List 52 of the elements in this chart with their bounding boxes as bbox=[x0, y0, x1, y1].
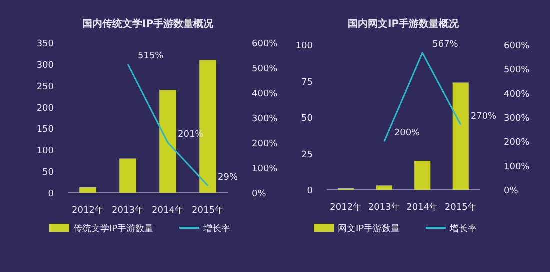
y2-tick-label: 100% bbox=[504, 162, 530, 172]
y2-tick-label: 200% bbox=[504, 138, 530, 148]
y2-tick-label: 500% bbox=[504, 66, 530, 76]
x-tick-label: 2012年 bbox=[330, 202, 362, 213]
legend-label: 增长率 bbox=[202, 224, 230, 234]
legend-label: 传统文学IP手游数量 bbox=[74, 224, 154, 234]
y-tick-label: 100 bbox=[36, 146, 54, 157]
x-tick-label: 2014年 bbox=[406, 202, 439, 213]
x-tick-label: 2015年 bbox=[192, 205, 224, 216]
y-tick-label: 350 bbox=[36, 40, 54, 50]
x-tick-label: 2015年 bbox=[444, 202, 477, 213]
chart-title: 国内网文IP手游数量概况 bbox=[348, 18, 460, 30]
chart-title: 国内传统文学IP手游数量概况 bbox=[82, 18, 215, 30]
y-tick-label: 25 bbox=[302, 150, 313, 160]
data-label: 515% bbox=[138, 51, 164, 62]
bar bbox=[80, 187, 96, 193]
bar bbox=[160, 90, 176, 193]
y2-tick-label: 300% bbox=[252, 114, 278, 124]
y2-tick-label: 400% bbox=[504, 90, 530, 100]
data-label: 567% bbox=[432, 40, 459, 50]
y-tick-label: 100 bbox=[296, 42, 314, 52]
y-tick-label: 0 bbox=[307, 186, 314, 196]
y2-tick-label: 0% bbox=[504, 186, 519, 196]
y-tick-label: 75 bbox=[302, 78, 313, 88]
data-label: 29% bbox=[218, 172, 238, 183]
y2-tick-label: 300% bbox=[504, 114, 530, 124]
y2-tick-label: 600% bbox=[504, 42, 530, 52]
y2-tick-label: 400% bbox=[252, 90, 278, 100]
y-tick-label: 50 bbox=[302, 114, 314, 124]
bar bbox=[452, 82, 469, 190]
x-tick-label: 2013年 bbox=[112, 205, 144, 216]
y-tick-label: 300 bbox=[36, 60, 54, 71]
y-tick-label: 200 bbox=[36, 104, 54, 114]
y2-tick-label: 500% bbox=[252, 64, 278, 74]
y-tick-label: 50 bbox=[42, 168, 54, 178]
y2-tick-label: 0% bbox=[252, 190, 267, 200]
legend-label: 增长率 bbox=[449, 224, 477, 234]
y2-tick-label: 600% bbox=[252, 40, 278, 50]
x-tick-label: 2012年 bbox=[72, 205, 104, 216]
y-tick-label: 150 bbox=[36, 125, 54, 136]
bar bbox=[414, 161, 431, 190]
data-label: 270% bbox=[470, 112, 498, 122]
y2-tick-label: 200% bbox=[252, 140, 278, 150]
x-tick-label: 2014年 bbox=[152, 205, 184, 216]
y-tick-label: 0 bbox=[48, 190, 54, 200]
bar bbox=[120, 158, 136, 193]
bar bbox=[376, 186, 392, 190]
data-label: 200% bbox=[394, 128, 421, 139]
legend-label: 网文IP手游数量 bbox=[338, 224, 400, 234]
x-tick-label: 2013年 bbox=[368, 202, 400, 213]
y2-tick-label: 100% bbox=[252, 164, 278, 174]
y-tick-label: 250 bbox=[36, 82, 54, 92]
